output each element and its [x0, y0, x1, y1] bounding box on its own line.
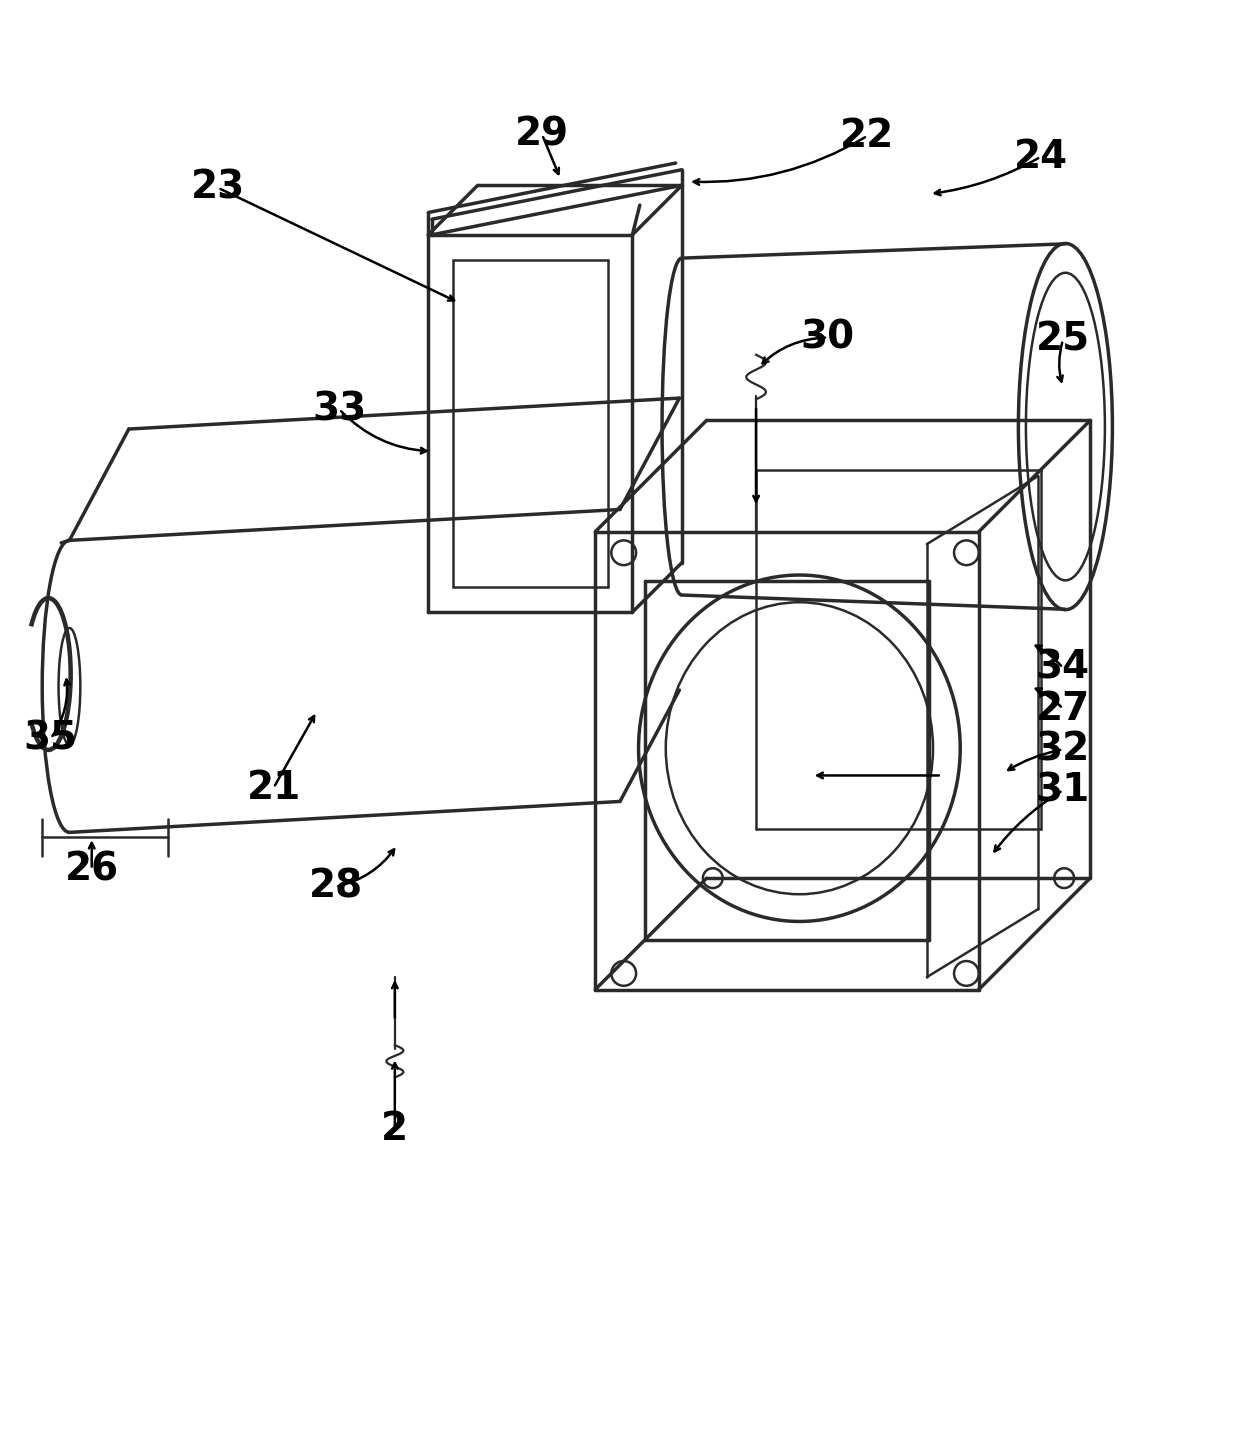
Text: 31: 31	[1035, 771, 1090, 809]
Text: 2: 2	[381, 1110, 408, 1149]
Text: 26: 26	[64, 851, 119, 888]
Text: 28: 28	[309, 868, 362, 906]
Text: 30: 30	[801, 318, 854, 356]
Text: 21: 21	[247, 768, 301, 807]
Text: 32: 32	[1035, 731, 1090, 768]
Text: 29: 29	[515, 116, 569, 153]
Text: 24: 24	[1013, 137, 1068, 177]
Text: 22: 22	[841, 117, 894, 155]
Text: 25: 25	[1035, 321, 1090, 359]
Text: 35: 35	[24, 719, 78, 757]
Text: 33: 33	[312, 391, 366, 428]
Text: 34: 34	[1035, 648, 1090, 687]
Text: 27: 27	[1035, 690, 1090, 728]
Text: 23: 23	[191, 169, 246, 207]
